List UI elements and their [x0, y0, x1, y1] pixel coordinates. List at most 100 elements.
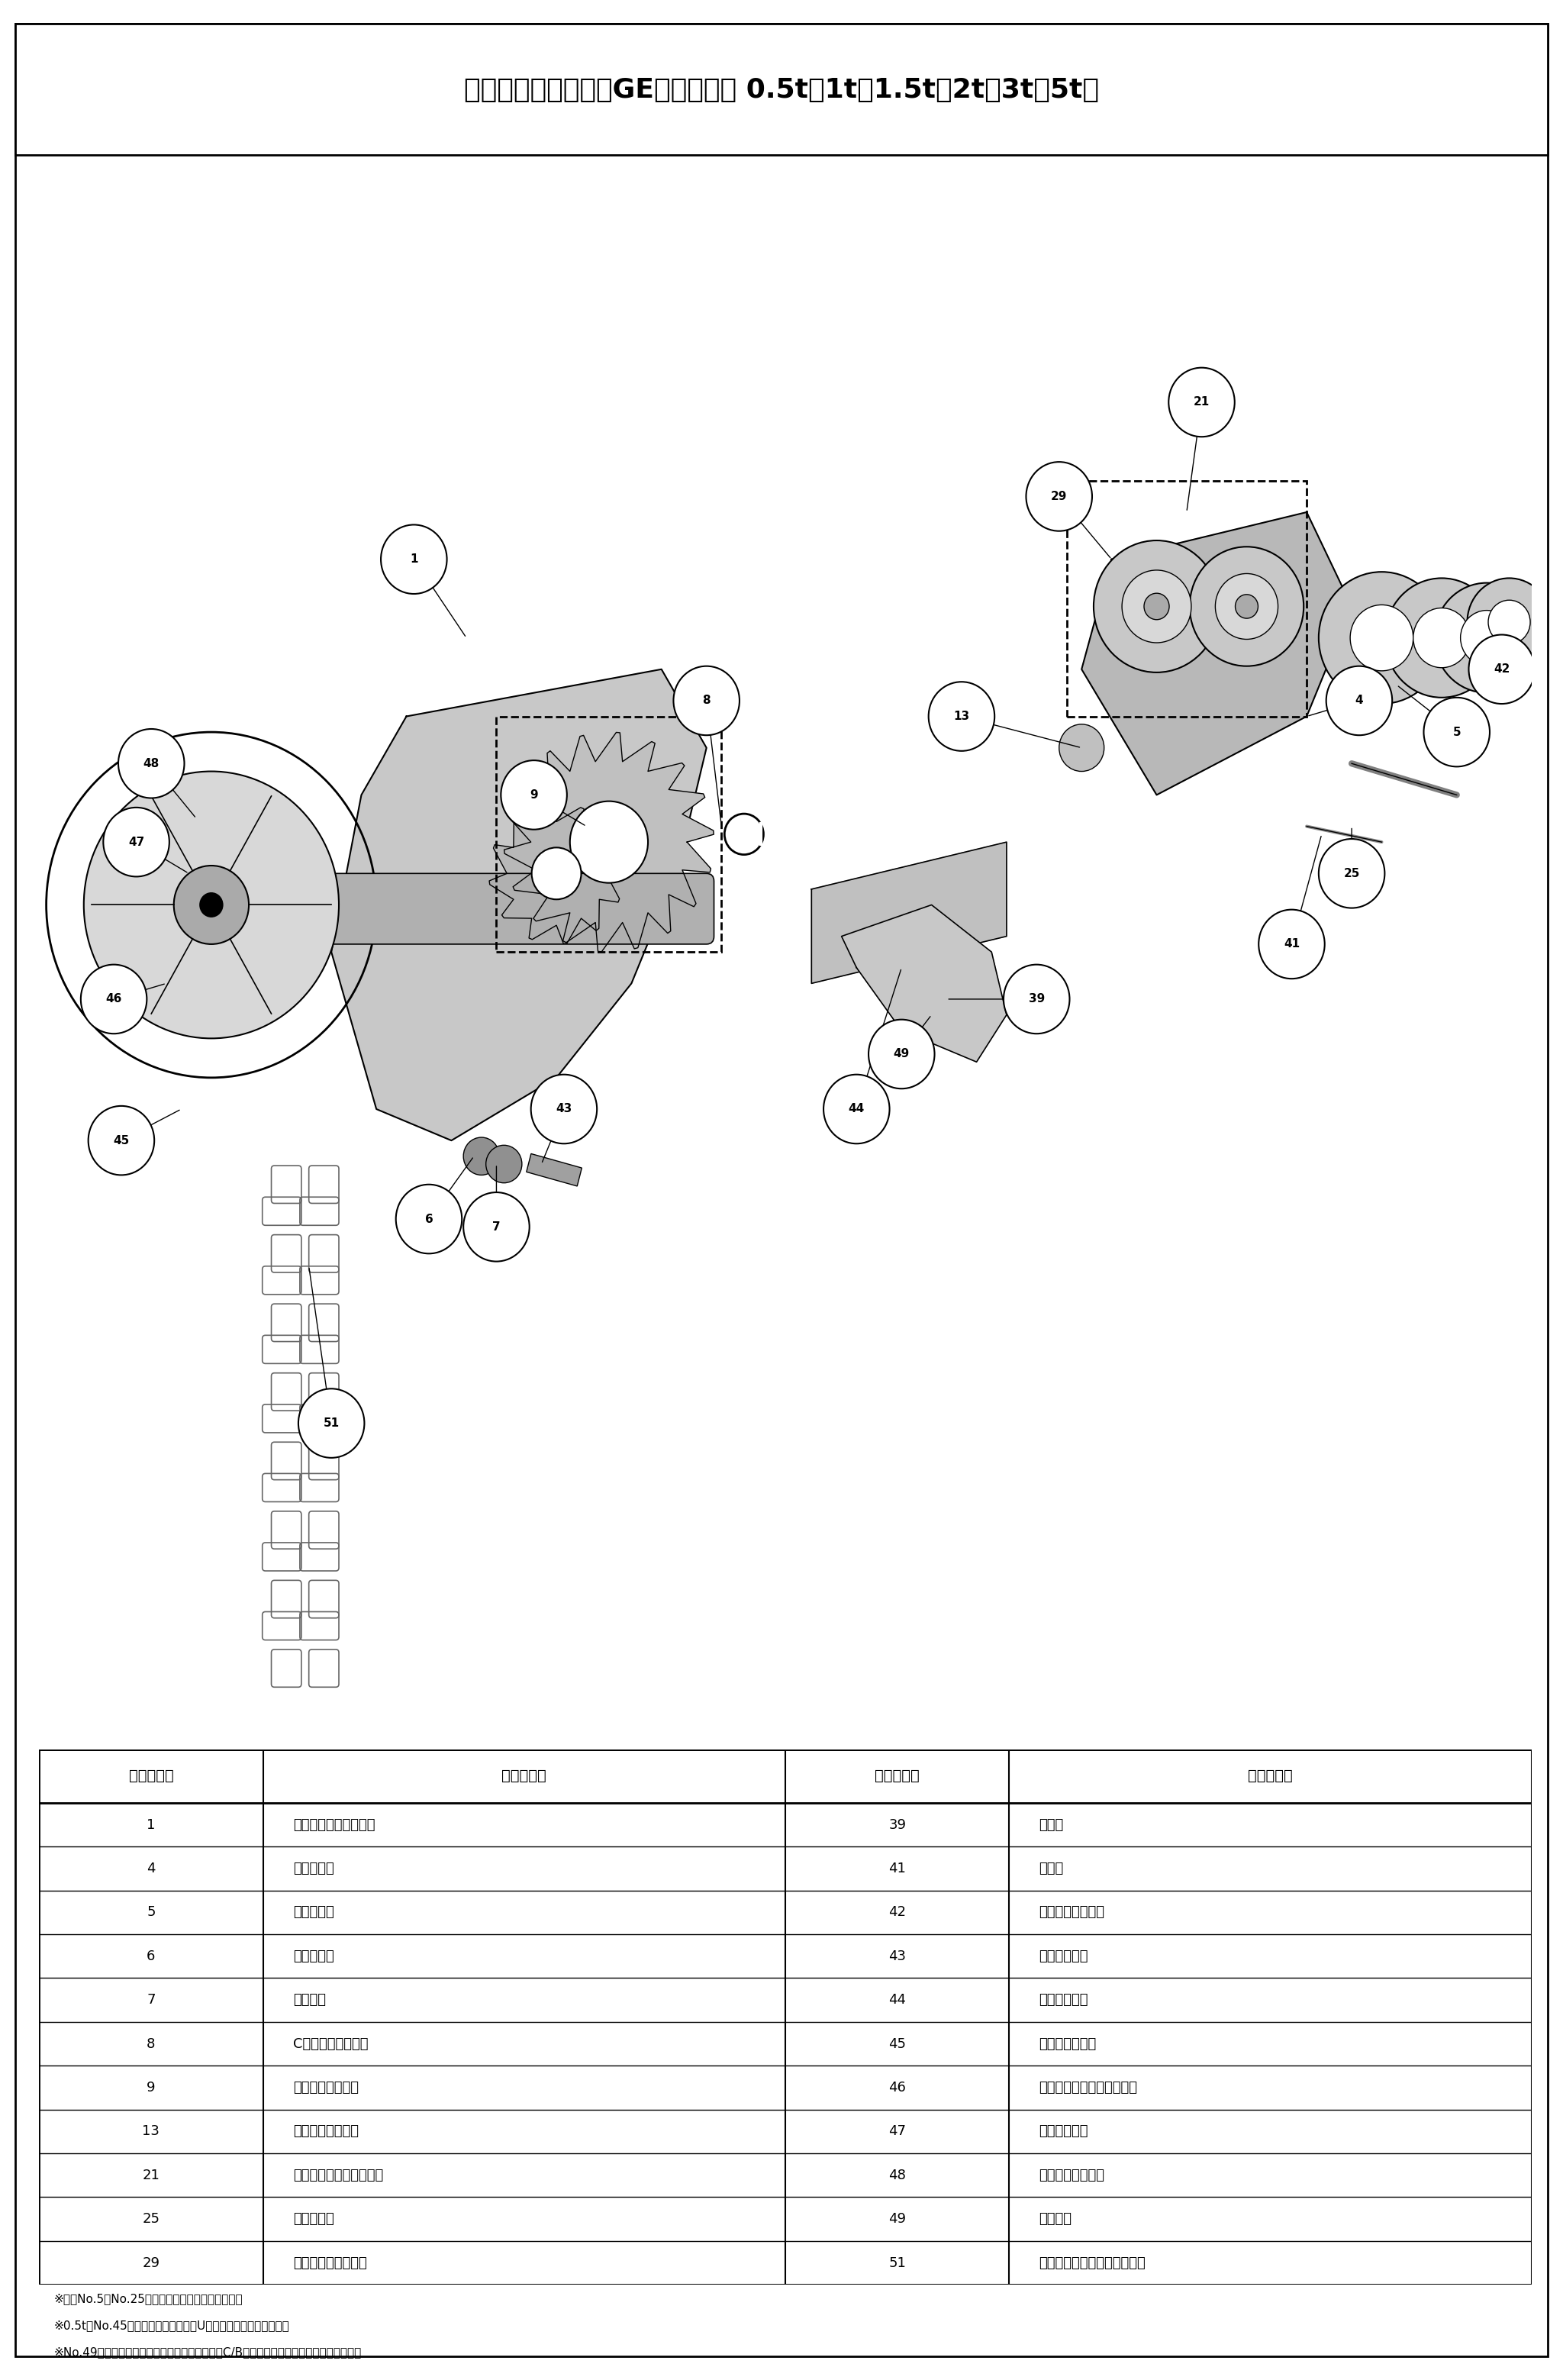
Circle shape — [1413, 607, 1471, 669]
Text: 51: 51 — [324, 1418, 339, 1428]
Circle shape — [463, 1138, 500, 1176]
Text: 六角ボルト: 六角ボルト — [292, 1906, 334, 1918]
Polygon shape — [1082, 512, 1352, 795]
Circle shape — [88, 1107, 155, 1176]
Circle shape — [486, 1145, 522, 1183]
Text: ※No.49・結合金具を直結でご使用の場合、電気C/Bの機種名・トン数をご確認ください。: ※No.49・結合金具を直結でご使用の場合、電気C/Bの機種名・トン数をご確認く… — [55, 2347, 361, 2359]
Text: 47: 47 — [889, 2125, 907, 2137]
FancyBboxPatch shape — [324, 873, 714, 945]
Text: 44: 44 — [849, 1104, 864, 1114]
Polygon shape — [331, 669, 706, 1140]
Text: 25: 25 — [1344, 869, 1360, 878]
Circle shape — [1144, 593, 1169, 619]
Circle shape — [1216, 574, 1279, 640]
Text: 4: 4 — [147, 1861, 155, 1875]
Text: アジャストカラー: アジャストカラー — [1039, 1906, 1105, 1918]
Circle shape — [463, 1192, 530, 1261]
Text: 49: 49 — [894, 1047, 910, 1059]
Text: ブラケット: ブラケット — [292, 1861, 334, 1875]
Text: 割ピン: 割ピン — [1039, 1861, 1064, 1875]
Text: 吊り軸: 吊り軸 — [1039, 1818, 1064, 1833]
Text: 25: 25 — [142, 2211, 159, 2225]
Circle shape — [674, 666, 739, 735]
Text: 21: 21 — [142, 2168, 159, 2182]
Text: ピニオンギヤ: ピニオンギヤ — [1039, 1992, 1088, 2006]
Text: 分解図符号: 分解図符号 — [128, 1768, 173, 1783]
Circle shape — [1385, 578, 1499, 697]
Text: 44: 44 — [889, 1992, 907, 2006]
Circle shape — [570, 802, 649, 883]
Text: 7: 7 — [492, 1221, 500, 1233]
Text: 41: 41 — [1283, 938, 1300, 950]
Circle shape — [824, 1073, 889, 1145]
Circle shape — [1469, 635, 1535, 704]
Text: 8: 8 — [702, 695, 711, 707]
Text: 六角ナット: 六角ナット — [292, 1949, 334, 1964]
Circle shape — [1319, 571, 1444, 704]
Text: 21: 21 — [1194, 397, 1210, 407]
Text: ブレンローラセット: ブレンローラセット — [292, 2256, 367, 2271]
Text: 48: 48 — [889, 2168, 907, 2182]
Text: 9: 9 — [147, 2080, 155, 2094]
Text: 39: 39 — [1028, 992, 1044, 1004]
Circle shape — [500, 759, 567, 831]
Text: 割ピン（ピニオンギヤ用）: 割ピン（ピニオンギヤ用） — [1039, 2080, 1138, 2094]
Circle shape — [531, 847, 581, 900]
Circle shape — [1060, 724, 1103, 771]
Circle shape — [103, 807, 169, 876]
Text: 分解図と部品名称：GE型（電気用 0.5t・1t・1.5t・2t・3t・5t）: 分解図と部品名称：GE型（電気用 0.5t・1t・1.5t・2t・3t・5t） — [464, 79, 1099, 102]
Text: 6: 6 — [147, 1949, 155, 1964]
Text: 部　品　名: 部 品 名 — [502, 1768, 547, 1783]
Text: ※0.5tのNo.45・六角溝付ナットは、Uナットになっております。: ※0.5tのNo.45・六角溝付ナットは、Uナットになっております。 — [55, 2320, 289, 2332]
Circle shape — [84, 771, 339, 1038]
Text: 13: 13 — [142, 2125, 159, 2137]
Text: 29: 29 — [142, 2256, 159, 2271]
Text: 4: 4 — [1355, 695, 1363, 707]
Text: 結合金具: 結合金具 — [1039, 2211, 1072, 2225]
Text: ハンドチェーン（標準揚程）: ハンドチェーン（標準揚程） — [1039, 2256, 1146, 2271]
Circle shape — [1460, 609, 1513, 666]
Circle shape — [1258, 909, 1325, 978]
Circle shape — [1319, 838, 1385, 909]
Text: ばね座金: ばね座金 — [292, 1992, 325, 2006]
Text: ※部品No.5とNo.25のボルトの長さが異なります。: ※部品No.5とNo.25のボルトの長さが異なります。 — [55, 2294, 242, 2304]
Polygon shape — [489, 802, 624, 945]
Circle shape — [869, 1019, 935, 1088]
Circle shape — [1350, 605, 1413, 671]
Text: 9: 9 — [530, 790, 538, 800]
Text: チェックワッシャ: チェックワッシャ — [1039, 2168, 1105, 2182]
Text: ハンドホイル: ハンドホイル — [1039, 2125, 1088, 2137]
Circle shape — [1169, 367, 1235, 438]
Text: 六角ボルト: 六角ボルト — [292, 2211, 334, 2225]
Text: キープレート: キープレート — [1039, 1949, 1088, 1964]
Text: 42: 42 — [1494, 664, 1510, 676]
Text: C形止め輪（軸用）: C形止め輪（軸用） — [292, 2037, 367, 2052]
Circle shape — [1235, 595, 1258, 619]
Text: 5: 5 — [1452, 726, 1461, 738]
Circle shape — [1122, 571, 1191, 643]
Circle shape — [200, 892, 224, 916]
Circle shape — [928, 681, 994, 752]
Circle shape — [1094, 540, 1219, 674]
Text: 42: 42 — [889, 1906, 907, 1918]
Circle shape — [1189, 547, 1304, 666]
Circle shape — [299, 1388, 364, 1459]
Text: 39: 39 — [889, 1818, 907, 1833]
Bar — [16, 24, 1547, 155]
Circle shape — [1003, 964, 1069, 1033]
Text: 1: 1 — [147, 1818, 155, 1833]
Text: 分解図符号: 分解図符号 — [875, 1768, 919, 1783]
Text: 46: 46 — [106, 992, 122, 1004]
Text: 6: 6 — [425, 1214, 433, 1226]
Text: 29: 29 — [1050, 490, 1068, 502]
Text: ローラピン用座金: ローラピン用座金 — [292, 2125, 358, 2137]
Circle shape — [119, 728, 184, 797]
Text: 51: 51 — [889, 2256, 907, 2271]
Text: 43: 43 — [556, 1104, 572, 1114]
Circle shape — [395, 1185, 463, 1254]
Text: 46: 46 — [889, 2080, 907, 2094]
Circle shape — [531, 1073, 597, 1145]
Circle shape — [1468, 578, 1550, 666]
Polygon shape — [811, 843, 1007, 983]
Text: 49: 49 — [889, 2211, 907, 2225]
